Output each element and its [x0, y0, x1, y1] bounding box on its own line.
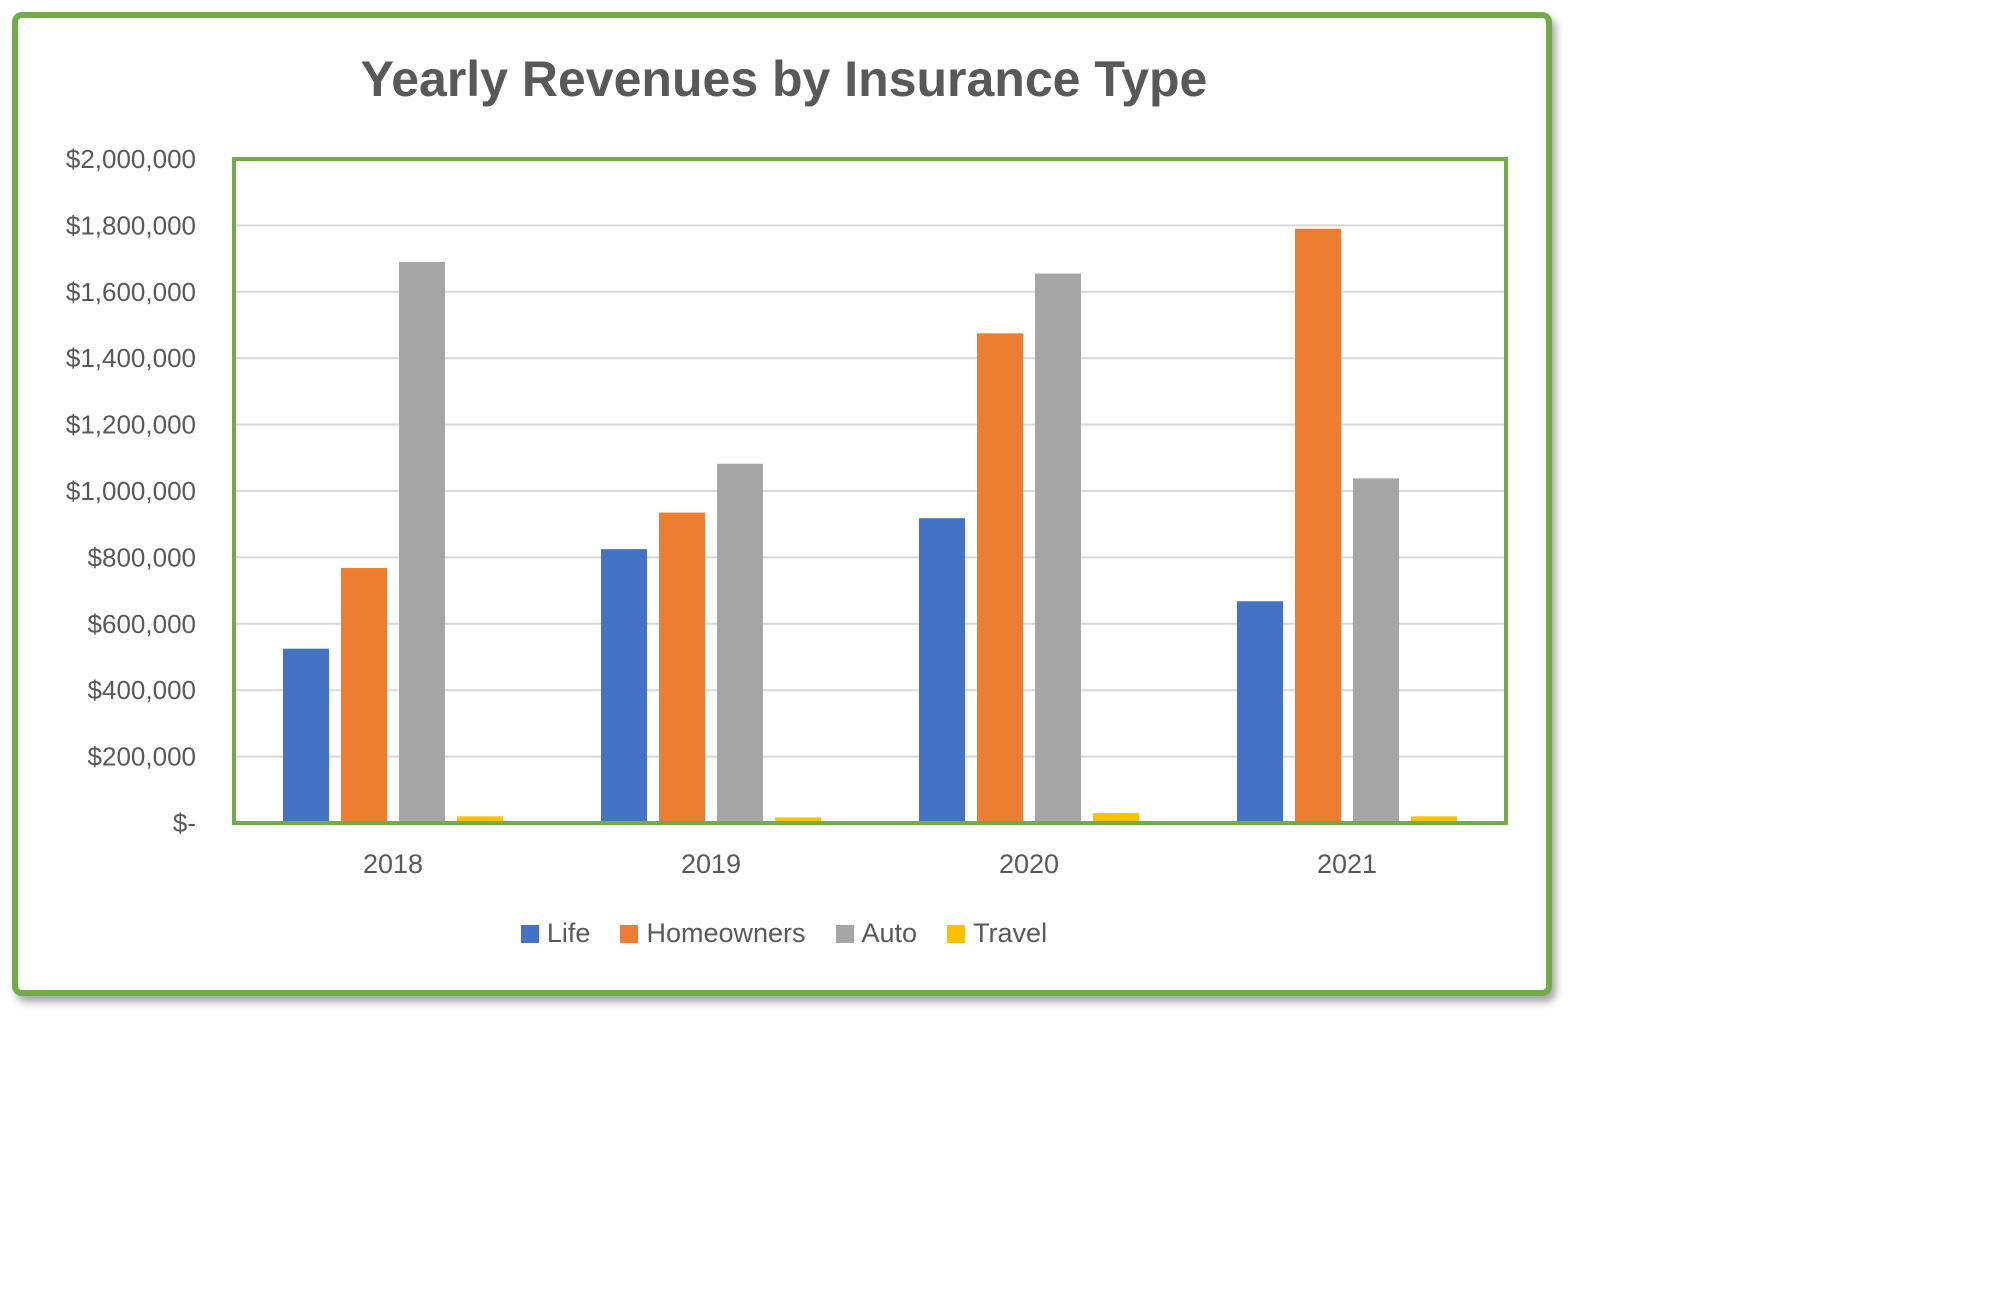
y-tick-label: $2,000,000	[66, 144, 196, 174]
chart-title: Yearly Revenues by Insurance Type	[360, 51, 1208, 107]
bar-homeowners-2021	[1295, 228, 1341, 824]
legend-label: Homeowners	[646, 918, 806, 948]
legend-label: Life	[546, 918, 591, 948]
bar-travel-2020	[1093, 813, 1139, 823]
y-tick-label: $1,200,000	[66, 410, 196, 440]
legend-item-life: Life	[520, 918, 591, 949]
y-tick-label: $1,800,000	[66, 210, 196, 240]
legend: Life Homeowners Auto Travel	[0, 918, 1568, 949]
bar-travel-2018	[457, 816, 503, 823]
bar-auto-2018	[399, 261, 445, 823]
x-tick-label: 2018	[363, 849, 423, 879]
bar-auto-2019	[717, 463, 763, 823]
bar-chart: $- $200,000 $400,000 $600,000 $800,000 $1,000…	[66, 144, 1508, 879]
bar-travel-2019	[775, 817, 821, 823]
plot-area-border	[232, 157, 1508, 825]
y-tick-label: $600,000	[88, 609, 196, 639]
legend-swatch	[835, 924, 854, 943]
y-tick-label: $1,400,000	[66, 343, 196, 373]
x-tick-label: 2020	[999, 849, 1059, 879]
y-tick-label: $-	[173, 808, 196, 838]
y-tick-label: $800,000	[88, 542, 196, 572]
legend-item-travel: Travel	[947, 918, 1047, 949]
y-axis-tick-labels: $- $200,000 $400,000 $600,000 $800,000 $1,000…	[66, 144, 196, 838]
legend-label: Auto	[861, 918, 918, 948]
bar-auto-2021	[1353, 478, 1399, 823]
y-tick-label: $200,000	[88, 742, 196, 772]
bar-life-2021	[1237, 601, 1283, 823]
bar-homeowners-2018	[341, 568, 387, 823]
bar-travel-2021	[1411, 816, 1457, 823]
x-tick-label: 2021	[1317, 849, 1377, 879]
legend-item-homeowners: Homeowners	[620, 918, 806, 949]
x-axis-tick-labels: 2018 2019 2020 2021	[363, 849, 1377, 879]
bar-homeowners-2019	[659, 512, 705, 823]
bar-auto-2020	[1035, 273, 1081, 823]
bar-life-2020	[919, 518, 965, 823]
y-tick-label: $400,000	[88, 675, 196, 705]
y-tick-label: $1,000,000	[66, 476, 196, 506]
legend-item-auto: Auto	[835, 918, 918, 949]
legend-label: Travel	[973, 918, 1048, 948]
bars	[283, 228, 1457, 824]
bar-homeowners-2020	[977, 333, 1023, 823]
x-tick-label: 2019	[681, 849, 741, 879]
bar-life-2019	[601, 549, 647, 823]
y-tick-label: $1,600,000	[66, 277, 196, 307]
bar-life-2018	[283, 648, 329, 823]
legend-swatch	[620, 924, 639, 943]
legend-swatch	[520, 924, 539, 943]
legend-swatch	[947, 924, 966, 943]
gridlines	[234, 224, 1506, 758]
